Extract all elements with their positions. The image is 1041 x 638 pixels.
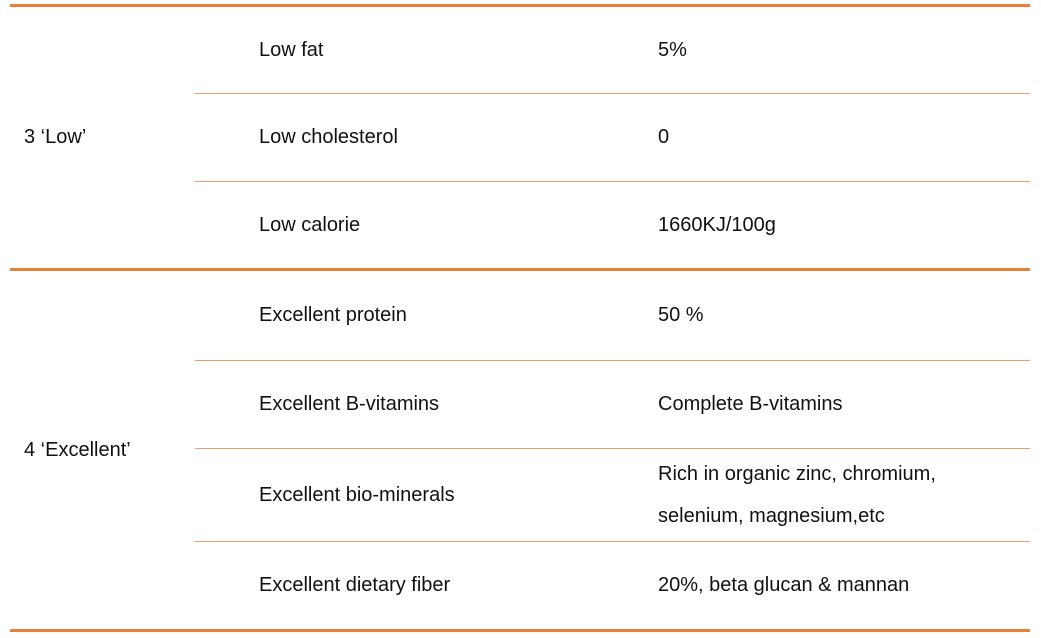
rule-thick [10, 268, 1030, 271]
rule-thin [195, 541, 1030, 542]
row-name: Low fat [259, 38, 324, 61]
rule-thin [195, 360, 1030, 361]
row-value: Rich in organic zinc, chromium, selenium… [658, 463, 936, 527]
row-value: 1660KJ/100g [658, 213, 776, 236]
row-name: Excellent protein [259, 304, 407, 326]
row-name: Low calorie [259, 213, 361, 236]
row-name: Low cholesterol [259, 126, 398, 148]
row-name: Excellent B-vitamins [259, 393, 440, 415]
row-value: 50 % [658, 304, 704, 326]
row-value: Complete B-vitamins [658, 393, 843, 415]
row-value: 5% [658, 38, 687, 61]
rule-thin [195, 93, 1030, 94]
group-label: 4 ‘Excellent’ [24, 438, 131, 461]
row-name: Excellent dietary fiber [259, 574, 451, 596]
group-label: 3 ‘Low’ [24, 126, 87, 148]
rule-thin [195, 181, 1030, 182]
row-value: 20%, beta glucan & mannan [658, 574, 910, 596]
row-name: Excellent bio-minerals [259, 483, 455, 506]
row-value: 0 [658, 126, 670, 148]
rule-thick [10, 629, 1030, 632]
rule-thick [10, 4, 1030, 7]
rule-thin [195, 448, 1030, 449]
